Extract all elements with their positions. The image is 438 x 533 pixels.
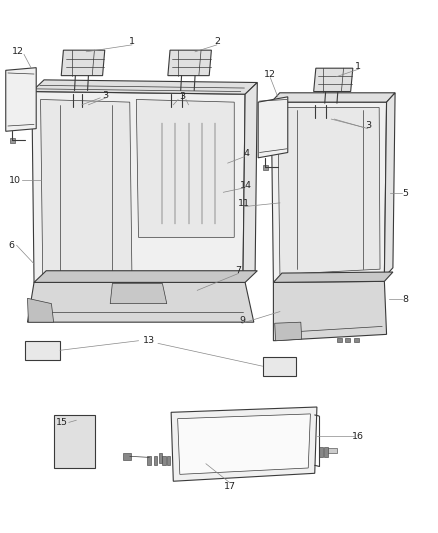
Bar <box>159 453 162 463</box>
Bar <box>167 456 170 465</box>
Circle shape <box>311 114 318 122</box>
Text: 17: 17 <box>224 482 236 491</box>
Polygon shape <box>273 272 393 282</box>
Bar <box>162 456 166 465</box>
Text: 2: 2 <box>214 37 220 46</box>
Polygon shape <box>25 341 60 360</box>
Polygon shape <box>110 284 167 304</box>
Bar <box>265 363 269 368</box>
Text: 4: 4 <box>244 149 249 158</box>
Circle shape <box>78 103 85 112</box>
Text: 15: 15 <box>56 418 68 427</box>
Polygon shape <box>271 93 395 102</box>
Bar <box>262 165 268 170</box>
Text: 1: 1 <box>355 62 361 70</box>
Polygon shape <box>385 93 395 277</box>
Text: 7: 7 <box>236 266 242 275</box>
Bar <box>324 447 328 457</box>
Text: 8: 8 <box>402 295 408 304</box>
Bar <box>191 87 198 93</box>
Polygon shape <box>171 407 317 481</box>
Polygon shape <box>28 282 254 322</box>
Bar <box>354 337 359 342</box>
Polygon shape <box>314 68 353 92</box>
Polygon shape <box>275 322 302 341</box>
Bar <box>328 448 336 453</box>
Bar <box>154 456 157 465</box>
Polygon shape <box>243 83 257 282</box>
Polygon shape <box>41 100 132 277</box>
Polygon shape <box>61 50 105 76</box>
Bar <box>364 98 371 103</box>
Polygon shape <box>32 80 257 94</box>
Bar <box>150 87 157 93</box>
Circle shape <box>179 103 185 112</box>
Text: 16: 16 <box>352 432 364 441</box>
Polygon shape <box>6 68 36 131</box>
Polygon shape <box>168 50 212 76</box>
Polygon shape <box>178 414 311 474</box>
Text: 3: 3 <box>179 92 185 101</box>
Text: 10: 10 <box>9 175 21 184</box>
Bar <box>147 456 151 465</box>
Circle shape <box>168 103 175 112</box>
Polygon shape <box>258 97 288 158</box>
Polygon shape <box>28 298 53 322</box>
Bar <box>233 87 240 93</box>
Text: 14: 14 <box>240 181 252 190</box>
Polygon shape <box>32 92 245 282</box>
Polygon shape <box>271 102 387 282</box>
Circle shape <box>68 432 71 435</box>
Bar <box>28 347 32 352</box>
Text: 3: 3 <box>365 121 371 130</box>
Circle shape <box>78 448 80 451</box>
Text: 3: 3 <box>102 91 108 100</box>
Text: 13: 13 <box>143 336 155 345</box>
Bar <box>10 138 15 143</box>
Text: 12: 12 <box>12 47 24 56</box>
Text: 1: 1 <box>129 37 135 46</box>
Polygon shape <box>34 271 257 282</box>
Polygon shape <box>262 357 297 376</box>
Text: 9: 9 <box>239 316 245 325</box>
Polygon shape <box>273 281 387 341</box>
Bar <box>345 337 350 342</box>
Bar <box>336 337 342 342</box>
Circle shape <box>70 103 77 112</box>
Bar <box>319 447 322 457</box>
Polygon shape <box>136 100 234 237</box>
Bar <box>303 98 310 103</box>
Polygon shape <box>53 415 95 468</box>
Text: 11: 11 <box>238 199 250 208</box>
Bar <box>92 87 99 93</box>
Text: 6: 6 <box>8 241 14 250</box>
Bar <box>149 120 221 227</box>
Text: 12: 12 <box>265 70 276 79</box>
Circle shape <box>322 114 329 122</box>
Bar <box>123 453 131 459</box>
Text: 5: 5 <box>402 189 408 198</box>
Polygon shape <box>278 108 380 274</box>
Bar <box>328 98 336 103</box>
Bar <box>59 87 66 93</box>
